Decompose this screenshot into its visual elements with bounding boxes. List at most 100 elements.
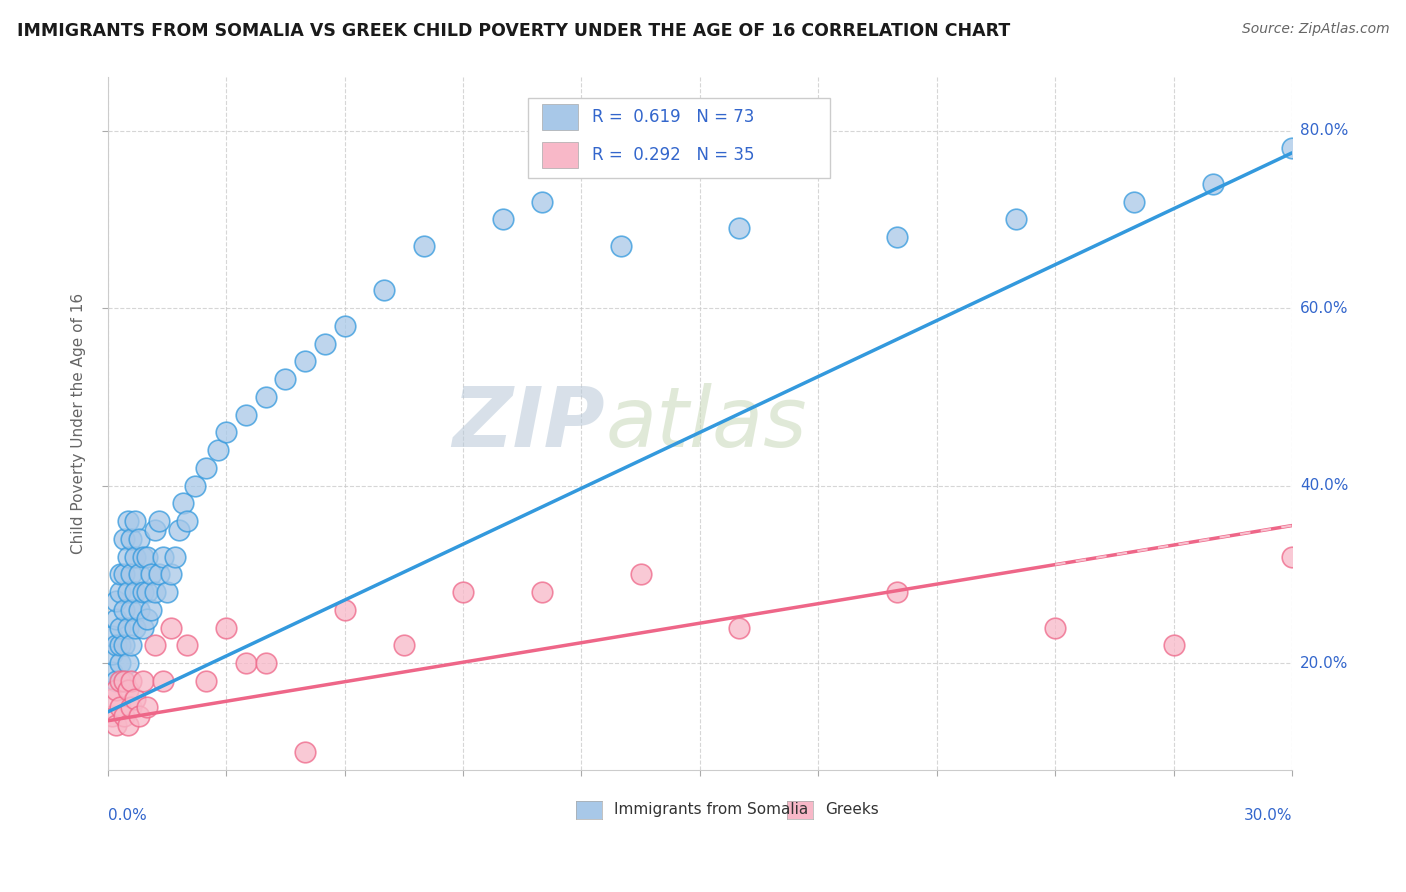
- Point: [1202, 177, 1225, 191]
- Point: [104, 638, 127, 652]
- Point: [176, 638, 198, 652]
- Point: [215, 425, 238, 440]
- Point: [128, 603, 150, 617]
- Point: [128, 709, 150, 723]
- Point: [451, 585, 474, 599]
- Point: [100, 691, 122, 706]
- Point: [373, 284, 395, 298]
- Point: [132, 585, 155, 599]
- Point: [333, 318, 356, 333]
- Point: [132, 549, 155, 564]
- Point: [195, 461, 218, 475]
- Point: [136, 585, 159, 599]
- Point: [156, 585, 179, 599]
- Point: [172, 496, 194, 510]
- Point: [136, 549, 159, 564]
- Point: [143, 638, 166, 652]
- Point: [136, 612, 159, 626]
- FancyBboxPatch shape: [543, 142, 578, 169]
- Point: [132, 621, 155, 635]
- Point: [100, 647, 122, 661]
- Point: [104, 682, 127, 697]
- Text: 40.0%: 40.0%: [1301, 478, 1348, 493]
- Point: [112, 709, 135, 723]
- Point: [112, 603, 135, 617]
- Point: [314, 336, 336, 351]
- Point: [143, 523, 166, 537]
- Y-axis label: Child Poverty Under the Age of 16: Child Poverty Under the Age of 16: [72, 293, 86, 554]
- Point: [215, 621, 238, 635]
- Point: [108, 621, 131, 635]
- Point: [120, 673, 142, 688]
- Point: [100, 709, 122, 723]
- Point: [254, 656, 277, 670]
- Point: [195, 673, 218, 688]
- Point: [1281, 549, 1303, 564]
- Point: [610, 239, 633, 253]
- Point: [141, 567, 163, 582]
- Point: [104, 673, 127, 688]
- Point: [294, 745, 316, 759]
- Point: [112, 567, 135, 582]
- Point: [1163, 638, 1185, 652]
- Point: [112, 673, 135, 688]
- Point: [728, 621, 751, 635]
- Point: [886, 230, 908, 244]
- Text: 30.0%: 30.0%: [1243, 808, 1292, 823]
- Point: [117, 718, 139, 732]
- Point: [235, 408, 257, 422]
- Point: [124, 585, 146, 599]
- Point: [148, 514, 170, 528]
- Point: [120, 638, 142, 652]
- Point: [530, 194, 553, 209]
- Point: [108, 585, 131, 599]
- Point: [333, 603, 356, 617]
- Point: [124, 621, 146, 635]
- Text: R =  0.619   N = 73: R = 0.619 N = 73: [592, 108, 755, 126]
- Point: [160, 621, 183, 635]
- Point: [117, 549, 139, 564]
- FancyBboxPatch shape: [543, 103, 578, 130]
- Point: [124, 691, 146, 706]
- Point: [100, 665, 122, 679]
- Point: [136, 700, 159, 714]
- Point: [104, 612, 127, 626]
- Text: Greeks: Greeks: [825, 802, 879, 817]
- Point: [152, 549, 174, 564]
- Point: [491, 212, 513, 227]
- Text: Source: ZipAtlas.com: Source: ZipAtlas.com: [1241, 22, 1389, 37]
- Point: [235, 656, 257, 670]
- Point: [148, 567, 170, 582]
- Point: [207, 443, 229, 458]
- Point: [100, 630, 122, 644]
- Point: [167, 523, 190, 537]
- Point: [728, 221, 751, 235]
- Point: [274, 372, 297, 386]
- Point: [112, 532, 135, 546]
- Text: Immigrants from Somalia: Immigrants from Somalia: [614, 802, 808, 817]
- Text: ZIP: ZIP: [453, 383, 605, 464]
- Point: [128, 532, 150, 546]
- Point: [120, 700, 142, 714]
- Point: [117, 682, 139, 697]
- Point: [117, 585, 139, 599]
- Point: [183, 478, 205, 492]
- Point: [1281, 141, 1303, 155]
- Point: [120, 603, 142, 617]
- Point: [112, 673, 135, 688]
- Text: 20.0%: 20.0%: [1301, 656, 1348, 671]
- Text: R =  0.292   N = 35: R = 0.292 N = 35: [592, 146, 755, 164]
- Point: [108, 673, 131, 688]
- Point: [132, 673, 155, 688]
- Point: [530, 585, 553, 599]
- Point: [1004, 212, 1026, 227]
- Point: [141, 603, 163, 617]
- Text: IMMIGRANTS FROM SOMALIA VS GREEK CHILD POVERTY UNDER THE AGE OF 16 CORRELATION C: IMMIGRANTS FROM SOMALIA VS GREEK CHILD P…: [17, 22, 1010, 40]
- Point: [128, 567, 150, 582]
- Point: [294, 354, 316, 368]
- Point: [152, 673, 174, 688]
- Point: [117, 656, 139, 670]
- Point: [124, 514, 146, 528]
- Point: [104, 718, 127, 732]
- Text: 80.0%: 80.0%: [1301, 123, 1348, 138]
